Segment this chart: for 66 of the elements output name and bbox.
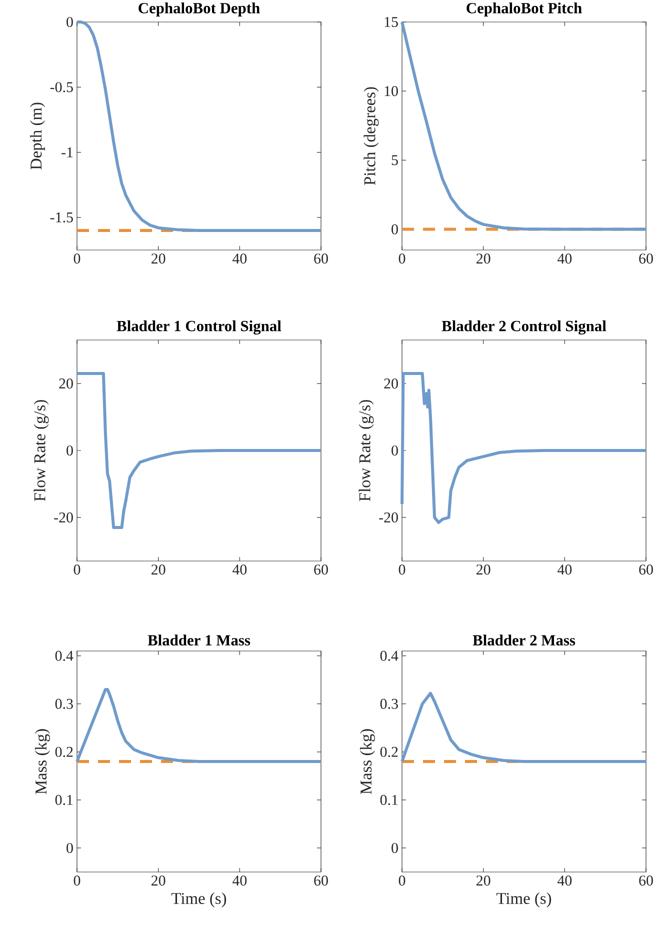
y-tick-label: 10 [384,86,398,96]
y-tick-label: 0 [392,445,398,456]
x-tick-label: 20 [152,876,166,886]
x-tick-label: 60 [639,876,653,886]
y-axis-title: Mass (kg) [360,729,375,794]
y-axis-title: Mass (kg) [35,729,50,794]
y-tick-label: 0.1 [380,794,398,806]
y-axis-title: Flow Rate (g/s) [34,400,49,502]
chart-title: Bladder 1 Mass [148,634,250,646]
y-tick-label: -20 [54,512,73,523]
chart-title: Bladder 1 Control Signal [116,320,282,335]
y-axis-title: Depth (m) [30,102,45,170]
x-tick-label: 0 [74,564,80,575]
line-series [76,372,322,530]
x-tick-label: 40 [232,564,247,575]
chart-title: CephaloBot Depth [138,2,260,16]
y-tick-label: 0.4 [380,650,398,661]
x-axis-title: Time (s) [172,892,226,908]
x-tick-label: 0 [74,876,80,886]
y-tick-label: 0 [66,445,73,456]
x-tick-label: 20 [152,254,166,264]
x-tick-label: 60 [639,564,653,575]
y-tick-label: -20 [379,512,398,523]
x-tick-label: 20 [476,254,490,264]
x-tick-label: 40 [557,564,572,575]
y-tick-label: 0.2 [380,746,398,757]
chart-title: Bladder 2 Control Signal [442,320,606,335]
line-series [400,372,648,524]
x-tick-label: 60 [314,876,328,886]
x-tick-label: 0 [74,254,80,264]
y-tick-label: 20 [59,378,73,389]
y-axis-title: Pitch (degrees) [364,87,379,186]
chart-title: Bladder 2 Mass [472,634,576,646]
y-tick-label: 20 [384,378,398,389]
line-series [76,688,322,764]
x-tick-label: 20 [152,564,166,575]
y-tick-label: -1.5 [50,212,73,222]
y-tick-label: 0 [66,842,73,854]
x-tick-label: 40 [232,254,247,264]
y-tick-label: 0.1 [55,794,73,806]
x-tick-label: 60 [639,254,653,264]
x-tick-label: 20 [476,876,490,886]
x-tick-label: 20 [476,564,490,575]
y-tick-label: 15 [384,17,398,27]
y-tick-label: 0.2 [55,746,73,757]
x-axis-title: Time (s) [496,892,552,908]
y-tick-label: 0.4 [55,650,74,661]
line-series [400,692,648,764]
x-tick-label: 40 [232,876,247,886]
y-tick-label: -0.5 [50,82,73,92]
x-tick-label: 40 [557,876,572,886]
y-tick-label: 0.3 [380,698,398,709]
x-tick-label: 40 [557,254,572,264]
y-tick-label: 0 [392,224,398,234]
x-tick-label: 60 [314,254,328,264]
y-tick-label: 5 [392,155,398,166]
x-tick-label: 0 [398,254,406,264]
y-tick-label: 0 [66,16,73,28]
y-tick-label: -1 [62,147,73,158]
x-tick-label: 0 [398,876,406,886]
y-axis-title: Flow Rate (g/s) [358,400,374,502]
y-tick-label: 0 [392,842,398,854]
x-tick-label: 0 [398,564,406,575]
x-tick-label: 60 [314,564,328,575]
y-tick-label: 0.3 [55,698,73,709]
chart-title: CephaloBot Pitch [466,2,582,16]
